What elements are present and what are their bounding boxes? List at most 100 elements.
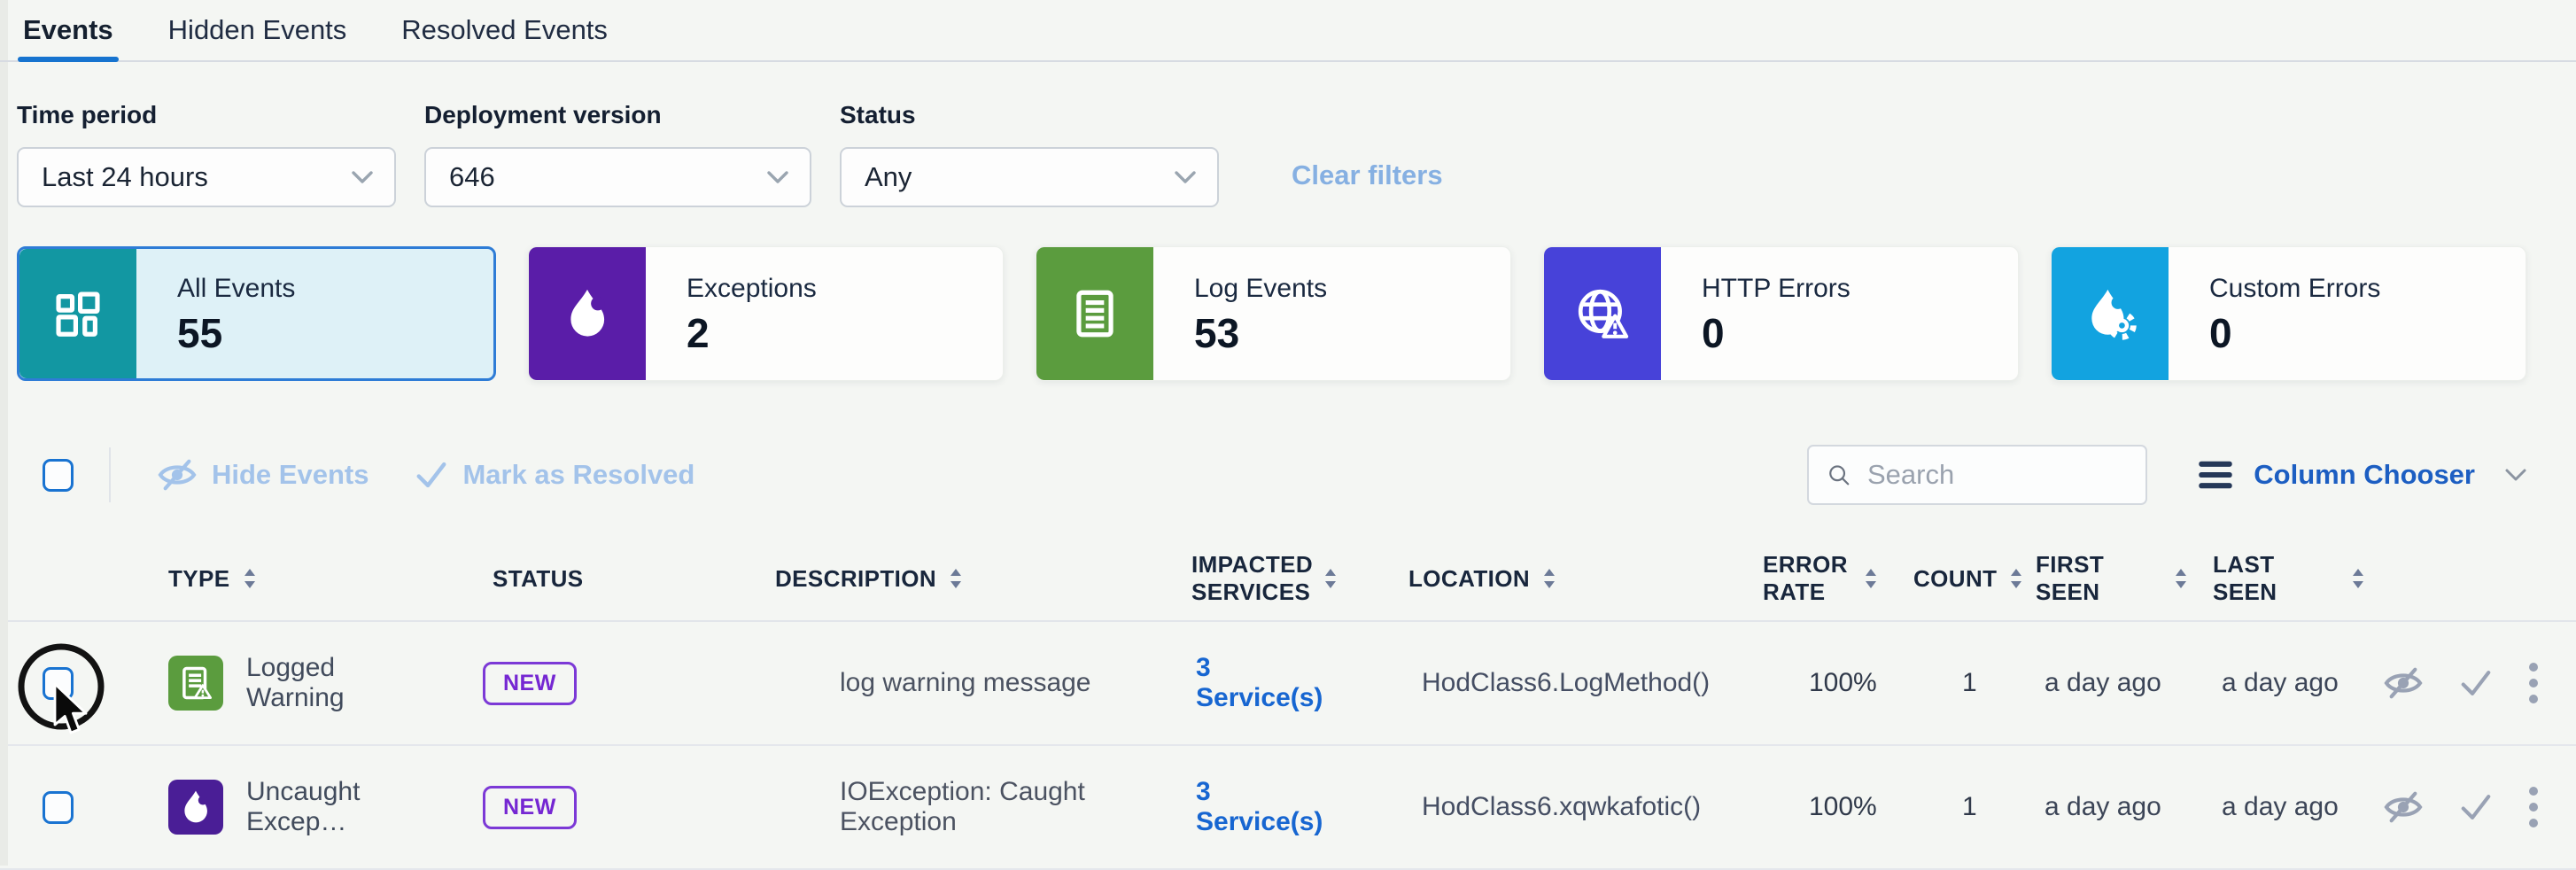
toolbar-divider <box>109 447 111 502</box>
row-2-checkbox[interactable] <box>43 790 74 824</box>
summary-cards: All Events 55 Exceptions 2 Log <box>0 207 2576 381</box>
card-all-events[interactable]: All Events 55 <box>17 246 496 381</box>
eye-slash-icon <box>2384 667 2423 699</box>
card-value: 2 <box>687 310 710 356</box>
kebab-menu-icon[interactable] <box>2528 784 2539 830</box>
search-input[interactable] <box>1866 459 2129 491</box>
card-label: Custom Errors <box>2209 274 2381 303</box>
card-label: All Events <box>177 274 296 303</box>
card-value: 55 <box>177 310 223 356</box>
impacted-services-link[interactable]: 3 Service(s) <box>1196 653 1323 712</box>
filter-bar: Time period Last 24 hours Deployment ver… <box>0 62 2576 207</box>
chevron-down-icon <box>2505 469 2526 480</box>
card-label: Exceptions <box>687 274 817 303</box>
column-header-impacted-services[interactable]: IMPACTED SERVICES <box>1107 551 1336 605</box>
card-label: HTTP Errors <box>1702 274 1851 303</box>
impacted-services-link[interactable]: 3 Service(s) <box>1196 777 1323 836</box>
resolve-event-icon[interactable] <box>2459 668 2493 698</box>
grid-icon <box>56 291 100 337</box>
deployment-version-value: 646 <box>449 161 495 192</box>
status-select[interactable]: Any <box>840 147 1219 207</box>
column-header-first-seen[interactable]: FIRST SEEN <box>2011 551 2188 605</box>
count-value: 1 <box>1962 668 1977 697</box>
card-custom-errors[interactable]: Custom Errors 0 <box>2051 246 2526 381</box>
hide-events-button[interactable]: Hide Events <box>157 457 369 493</box>
tab-hidden-events[interactable]: Hidden Events <box>167 14 347 45</box>
table-row[interactable]: Uncaught Excep… NEW IOException: Caught … <box>0 746 2576 870</box>
column-header-description[interactable]: DESCRIPTION <box>682 565 1107 593</box>
check-icon <box>2461 671 2491 695</box>
kebab-menu-icon[interactable] <box>2528 660 2539 706</box>
grid-toolbar: Hide Events Mark as Resolved Column Choo… <box>0 443 2576 507</box>
resolve-event-icon[interactable] <box>2459 792 2493 822</box>
clear-filters-button[interactable]: Clear filters <box>1292 159 1443 190</box>
check-icon <box>416 462 446 488</box>
tab-resolved-events[interactable]: Resolved Events <box>401 14 608 45</box>
tab-bar: Events Hidden Events Resolved Events <box>0 0 2576 62</box>
time-period-value: Last 24 hours <box>42 161 208 192</box>
select-all-checkbox[interactable] <box>43 458 74 492</box>
hide-event-icon[interactable] <box>2383 665 2424 701</box>
column-header-status[interactable]: STATUS <box>493 564 584 592</box>
tab-events[interactable]: Events <box>18 14 119 62</box>
column-header-error-rate[interactable]: ERROR RATE <box>1701 551 1878 605</box>
event-location: HodClass6.LogMethod() <box>1422 668 1711 697</box>
column-header-location[interactable]: LOCATION <box>1329 565 1701 593</box>
sort-icon[interactable] <box>1542 567 1556 590</box>
flame-icon <box>184 790 208 823</box>
event-description: log warning message <box>840 668 1091 697</box>
card-log-events[interactable]: Log Events 53 <box>1036 246 1511 381</box>
search-icon <box>1829 465 1850 485</box>
time-period-filter: Time period Last 24 hours <box>17 101 396 207</box>
time-period-select[interactable]: Last 24 hours <box>17 147 396 207</box>
card-value: 53 <box>1194 310 1240 356</box>
column-header-last-seen[interactable]: LAST SEEN <box>2188 551 2365 605</box>
log-warning-icon <box>182 666 213 700</box>
table-header-row: TYPE STATUS DESCRIPTION IMPACTED SERVICE… <box>0 537 2576 622</box>
chevron-down-icon <box>767 170 788 183</box>
status-filter: Status Any <box>840 101 1219 207</box>
card-exceptions[interactable]: Exceptions 2 <box>528 246 1004 381</box>
sort-icon[interactable] <box>243 567 257 590</box>
flame-gear-icon <box>2091 289 2137 340</box>
column-header-type[interactable]: TYPE <box>97 565 416 593</box>
mark-resolved-button[interactable]: Mark as Resolved <box>415 459 694 491</box>
row-1-checkbox[interactable] <box>43 666 74 700</box>
sort-icon[interactable] <box>2174 567 2188 590</box>
deployment-version-label: Deployment version <box>424 101 662 128</box>
sort-icon[interactable] <box>2009 567 2023 590</box>
card-label: Log Events <box>1194 274 1328 303</box>
eye-slash-icon <box>158 459 197 491</box>
column-chooser-button[interactable]: Column Chooser <box>2197 459 2526 491</box>
sort-icon[interactable] <box>2351 567 2365 590</box>
eye-slash-icon <box>2384 791 2423 823</box>
card-http-errors[interactable]: HTTP Errors 0 <box>1543 246 2019 381</box>
page-left-edge <box>0 0 8 866</box>
event-location: HodClass6.xqwkafotic() <box>1422 792 1702 821</box>
status-value: Any <box>865 161 912 192</box>
hide-events-label: Hide Events <box>212 459 369 490</box>
sort-icon[interactable] <box>1864 567 1878 590</box>
hide-event-icon[interactable] <box>2383 789 2424 825</box>
first-seen-value: a day ago <box>2045 792 2161 821</box>
status-label: Status <box>840 101 916 128</box>
card-value: 0 <box>1702 310 1725 356</box>
event-type-label: Uncaught Excep… <box>246 777 361 836</box>
last-seen-value: a day ago <box>2222 668 2339 697</box>
deployment-version-select[interactable]: 646 <box>424 147 811 207</box>
first-seen-value: a day ago <box>2045 668 2161 697</box>
column-header-count[interactable]: COUNT <box>1878 565 2022 593</box>
sort-icon[interactable] <box>949 567 963 590</box>
chevron-down-icon <box>352 170 373 183</box>
flame-icon <box>570 289 605 337</box>
time-period-label: Time period <box>17 101 158 128</box>
count-value: 1 <box>1962 792 1977 821</box>
status-badge: NEW <box>483 661 577 705</box>
table-row[interactable]: Logged Warning NEW log warning message 3… <box>0 622 2576 746</box>
mark-resolved-label: Mark as Resolved <box>462 459 695 490</box>
column-chooser-label: Column Chooser <box>2254 459 2475 490</box>
sort-icon[interactable] <box>1323 567 1338 590</box>
error-rate-value: 100% <box>1809 792 1877 821</box>
search-box <box>1807 445 2148 505</box>
event-description: IOException: Caught Exception <box>840 777 1085 836</box>
